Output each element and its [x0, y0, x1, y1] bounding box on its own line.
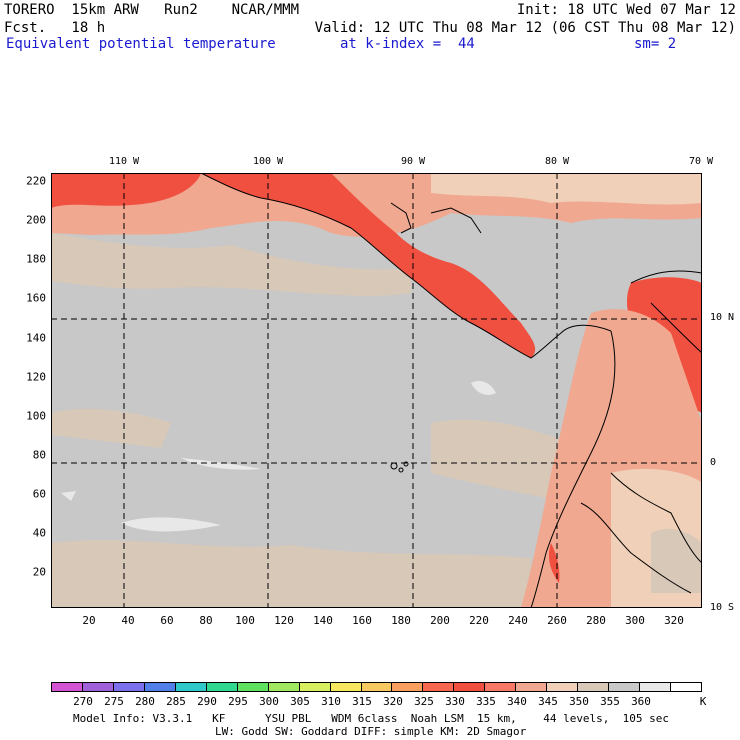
colorbar-label: 310	[321, 695, 341, 708]
colorbar-label: 330	[445, 695, 465, 708]
model-info: Model Info: V3.3.1 KF YSU PBL WDM 6class…	[73, 712, 670, 725]
colorbar	[51, 682, 702, 692]
smoothing: sm= 2	[634, 36, 677, 52]
colorbar-label: 285	[166, 695, 186, 708]
y-tick: 60	[32, 487, 46, 501]
colorbar-swatch	[516, 683, 548, 691]
y-tick: 160	[26, 291, 46, 305]
colorbar-label: 340	[507, 695, 527, 708]
field-name: Equivalent potential temperature	[6, 36, 276, 52]
colorbar-label: 280	[135, 695, 155, 708]
colorbar-swatch	[609, 683, 641, 691]
valid-time: Valid: 12 UTC Thu 08 Mar 12 (06 CST Thu …	[314, 20, 736, 36]
colorbar-label: 335	[476, 695, 496, 708]
colorbar-label: 325	[414, 695, 434, 708]
y-tick: 220	[26, 174, 46, 188]
colorbar-swatch	[485, 683, 517, 691]
field-cool-spots	[61, 381, 496, 532]
colorbar-swatch	[671, 683, 702, 691]
y-tick: 180	[26, 252, 46, 266]
field-330k-nw	[51, 173, 201, 208]
x-tick: 100	[235, 614, 255, 627]
y-tick: 200	[26, 213, 46, 227]
colorbar-label: 295	[228, 695, 248, 708]
colorbar-label: 350	[569, 695, 589, 708]
x-tick: 220	[469, 614, 489, 627]
y-tick: 140	[26, 331, 46, 345]
forecast-hour: Fcst. 18 h	[4, 20, 106, 36]
x-tick: 140	[313, 614, 333, 627]
x-tick: 20	[82, 614, 96, 627]
field-330k-central-america	[201, 173, 536, 358]
lon-label-100w: 100 W	[252, 156, 284, 167]
y-tick: 20	[32, 565, 46, 579]
colorbar-unit: K	[699, 695, 707, 708]
x-tick: 300	[625, 614, 645, 627]
coastlines	[200, 173, 702, 608]
colorbar-swatch	[113, 683, 145, 691]
physics-info: LW: Godd SW: Goddard DIFF: simple KM: 2D…	[215, 725, 527, 738]
x-tick: 60	[160, 614, 174, 627]
colorbar-swatch	[299, 683, 331, 691]
x-tick: 160	[352, 614, 372, 627]
x-tick: 240	[508, 614, 528, 627]
lon-label-110w: 110 W	[108, 156, 140, 167]
y-tick: 40	[32, 526, 46, 540]
colorbar-swatch	[237, 683, 269, 691]
init-time: Init: 18 UTC Wed 07 Mar 12	[516, 2, 736, 18]
field-350k-andes	[651, 528, 702, 593]
galapagos-islands	[390, 461, 409, 473]
field-345k-band	[431, 173, 702, 205]
lon-label-80w: 80 W	[544, 156, 570, 167]
model-title: TORERO 15km ARW Run2 NCAR/MMM	[4, 2, 300, 18]
colorbar-swatch	[330, 683, 362, 691]
y-tick: 100	[26, 409, 46, 423]
map-frame	[51, 173, 702, 608]
colorbar-swatch	[392, 683, 424, 691]
colorbar-label: 305	[290, 695, 310, 708]
colorbar-swatch	[578, 683, 610, 691]
colorbar-swatch	[361, 683, 393, 691]
colorbar-swatch	[640, 683, 672, 691]
colorbar-label: 275	[104, 695, 124, 708]
theta-e-map	[51, 173, 702, 608]
colorbar-label: 345	[538, 695, 558, 708]
colorbar-swatch	[144, 683, 176, 691]
x-tick: 260	[547, 614, 567, 627]
lon-label-90w: 90 W	[400, 156, 426, 167]
x-tick: 320	[664, 614, 684, 627]
graticule	[51, 173, 702, 608]
colorbar-swatch	[547, 683, 579, 691]
x-tick: 120	[274, 614, 294, 627]
colorbar-swatch	[268, 683, 300, 691]
field-355k-patches	[51, 233, 571, 608]
colorbar-label: 360	[631, 695, 651, 708]
lon-label-70w: 70 W	[688, 156, 714, 167]
colorbar-swatch	[175, 683, 207, 691]
level-index: at k-index = 44	[340, 36, 475, 52]
colorbar-label: 300	[259, 695, 279, 708]
x-tick: 200	[430, 614, 450, 627]
x-tick: 40	[121, 614, 135, 627]
lat-label-10n: 10 N	[710, 312, 735, 323]
colorbar-label: 315	[352, 695, 372, 708]
lat-label-0: 0	[710, 457, 717, 468]
x-tick: 80	[199, 614, 213, 627]
colorbar-swatch	[82, 683, 114, 691]
colorbar-label: 270	[73, 695, 93, 708]
colorbar-swatch	[206, 683, 238, 691]
colorbar-label: 290	[197, 695, 217, 708]
x-tick: 180	[391, 614, 411, 627]
colorbar-label: 320	[383, 695, 403, 708]
y-tick: 120	[26, 370, 46, 384]
colorbar-swatch	[52, 683, 83, 691]
colorbar-label: 355	[600, 695, 620, 708]
colorbar-swatch	[423, 683, 455, 691]
colorbar-swatch	[454, 683, 486, 691]
x-tick: 280	[586, 614, 606, 627]
y-tick: 80	[32, 448, 46, 462]
lat-label-10s: 10 S	[710, 602, 735, 613]
